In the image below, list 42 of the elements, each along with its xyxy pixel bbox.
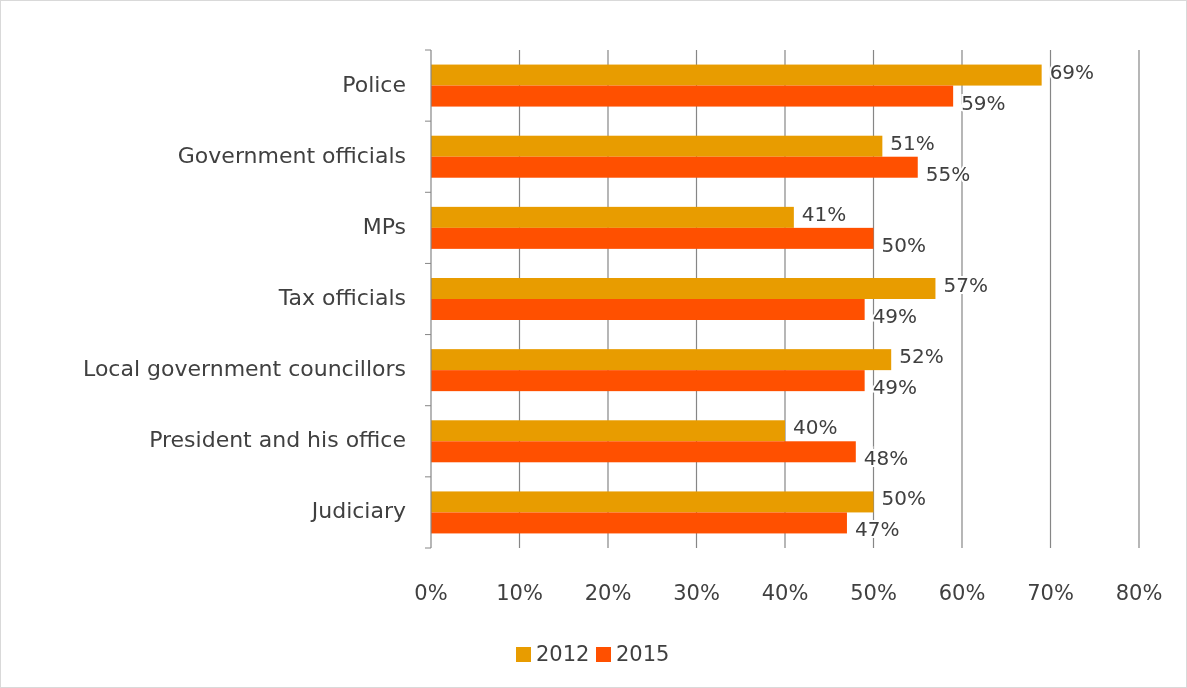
bar bbox=[431, 370, 865, 392]
x-tick-label: 0% bbox=[414, 581, 448, 605]
x-tick-label: 30% bbox=[673, 581, 720, 605]
y-tick-label: President and his office bbox=[149, 427, 406, 453]
y-tick-label: Judiciary bbox=[309, 498, 406, 524]
y-tick-label: Local government councillors bbox=[83, 356, 406, 382]
x-tick-label: 70% bbox=[1027, 581, 1074, 605]
y-tick-label: Police bbox=[342, 71, 406, 97]
bar bbox=[431, 491, 874, 513]
data-label: 50% bbox=[881, 486, 926, 511]
x-tick-label: 40% bbox=[761, 581, 809, 605]
x-tick-label: 80% bbox=[1115, 581, 1163, 605]
data-label: 50% bbox=[881, 232, 926, 257]
bar bbox=[431, 278, 936, 299]
data-label: 55% bbox=[925, 161, 971, 186]
data-label: 52% bbox=[899, 344, 944, 369]
y-tick-label: Tax officials bbox=[277, 285, 406, 310]
x-tick-label: 50% bbox=[850, 581, 897, 605]
x-tick-label: 60% bbox=[938, 581, 986, 605]
bar bbox=[431, 420, 785, 442]
y-tick-label: Government officials bbox=[177, 142, 406, 168]
data-label: 59% bbox=[961, 90, 1006, 115]
bar bbox=[431, 64, 1042, 86]
bar bbox=[431, 299, 865, 320]
x-tick-label: 10% bbox=[496, 581, 543, 605]
bar bbox=[431, 227, 874, 249]
legend-label: 2012 bbox=[536, 642, 590, 666]
data-label: 57% bbox=[943, 273, 988, 297]
bar bbox=[431, 206, 794, 228]
data-label: 41% bbox=[801, 201, 847, 226]
y-tick-label: MPs bbox=[362, 213, 406, 239]
bar bbox=[431, 135, 883, 157]
x-tick-label: 20% bbox=[584, 581, 632, 605]
bar bbox=[431, 156, 918, 178]
data-label: 51% bbox=[890, 130, 935, 155]
legend-label: 2015 bbox=[616, 642, 670, 666]
bar bbox=[431, 441, 856, 463]
bar bbox=[431, 349, 892, 371]
data-label: 40% bbox=[793, 415, 838, 440]
data-label: 69% bbox=[1049, 59, 1095, 84]
bar bbox=[431, 512, 847, 534]
bar bbox=[431, 85, 954, 107]
